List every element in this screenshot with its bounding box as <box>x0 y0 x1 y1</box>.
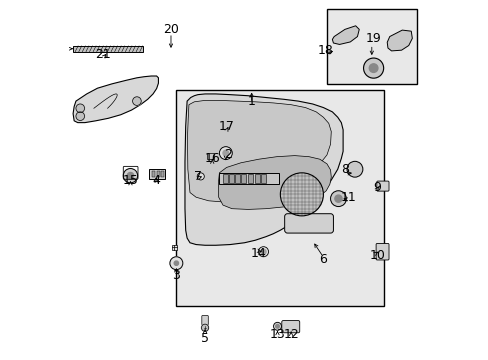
Text: 1: 1 <box>247 95 255 108</box>
Text: 3: 3 <box>172 269 180 282</box>
Text: 19: 19 <box>365 32 381 45</box>
Bar <box>156 171 159 177</box>
Circle shape <box>127 172 133 179</box>
Text: 2: 2 <box>224 148 232 161</box>
Text: 8: 8 <box>340 163 348 176</box>
Circle shape <box>275 324 279 328</box>
Circle shape <box>273 322 281 330</box>
Circle shape <box>197 173 204 180</box>
Text: 16: 16 <box>204 152 220 165</box>
Circle shape <box>132 97 141 105</box>
Circle shape <box>346 161 362 177</box>
Text: 14: 14 <box>250 247 266 260</box>
Text: 5: 5 <box>201 332 209 345</box>
Text: 15: 15 <box>122 174 138 186</box>
Bar <box>261 174 265 183</box>
Text: 10: 10 <box>368 249 385 262</box>
Bar <box>73 46 142 51</box>
Polygon shape <box>187 100 330 202</box>
Bar <box>247 174 253 183</box>
FancyBboxPatch shape <box>281 320 299 333</box>
Bar <box>326 9 416 84</box>
Text: 12: 12 <box>283 328 298 341</box>
Circle shape <box>330 191 346 207</box>
Text: 18: 18 <box>317 44 333 57</box>
Bar <box>228 174 234 183</box>
Bar <box>235 174 240 183</box>
Circle shape <box>123 168 137 183</box>
Polygon shape <box>184 94 343 245</box>
Circle shape <box>201 324 208 331</box>
Bar <box>241 174 246 183</box>
FancyBboxPatch shape <box>375 243 388 260</box>
Circle shape <box>219 147 232 159</box>
Bar <box>176 90 384 306</box>
Text: 6: 6 <box>319 253 326 266</box>
Circle shape <box>174 261 178 265</box>
Text: 21: 21 <box>95 48 110 61</box>
Circle shape <box>76 112 84 121</box>
Bar <box>149 168 164 179</box>
Text: 7: 7 <box>193 170 202 183</box>
Circle shape <box>258 247 268 257</box>
Circle shape <box>363 58 383 78</box>
Circle shape <box>223 150 228 156</box>
Polygon shape <box>332 26 359 44</box>
Text: 11: 11 <box>340 192 356 204</box>
Text: 13: 13 <box>269 328 285 341</box>
Bar <box>206 153 214 159</box>
Bar <box>223 174 227 183</box>
Bar <box>171 244 177 250</box>
Circle shape <box>334 195 341 202</box>
Circle shape <box>280 173 323 216</box>
Circle shape <box>368 64 377 72</box>
Text: 9: 9 <box>372 181 380 194</box>
Text: 4: 4 <box>152 174 160 186</box>
FancyBboxPatch shape <box>202 316 208 325</box>
Circle shape <box>169 257 183 270</box>
Text: 17: 17 <box>218 120 234 133</box>
Bar <box>161 171 163 177</box>
Polygon shape <box>386 30 411 51</box>
Polygon shape <box>218 156 330 210</box>
Text: 20: 20 <box>163 23 179 36</box>
Polygon shape <box>73 76 158 123</box>
FancyBboxPatch shape <box>284 214 333 233</box>
Circle shape <box>261 249 265 254</box>
FancyBboxPatch shape <box>376 181 388 191</box>
Circle shape <box>76 104 84 113</box>
Bar <box>219 173 278 184</box>
Bar <box>254 174 259 183</box>
Bar <box>152 171 155 177</box>
